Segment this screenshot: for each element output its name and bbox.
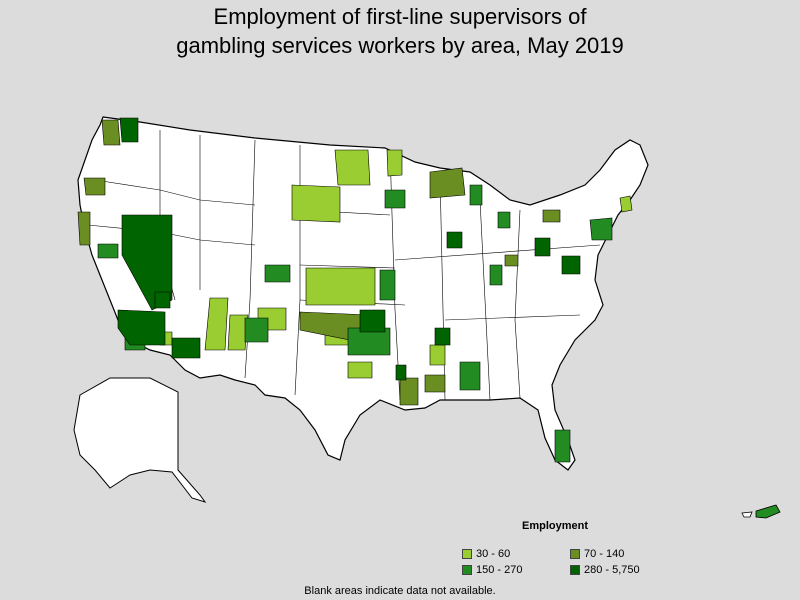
legend-label: 150 - 270 <box>476 564 523 576</box>
legend-label: 30 - 60 <box>476 548 511 560</box>
hawaii-shape <box>741 504 781 519</box>
legend-label: 280 - 5,750 <box>584 564 640 576</box>
legend-title: Employment <box>522 520 589 532</box>
alaska-shape <box>73 377 207 503</box>
legend-item-280-5750: 280 - 5,750 <box>570 564 670 576</box>
legend-swatch <box>570 565 580 575</box>
map-title: Employment of first-line supervisors of … <box>0 2 800 60</box>
title-line-2: gambling services workers by area, May 2… <box>176 33 624 58</box>
title-line-1: Employment of first-line supervisors of <box>213 4 587 29</box>
blank-areas-note: Blank areas indicate data not available. <box>304 585 496 597</box>
legend-swatch <box>462 549 472 559</box>
employment-areas <box>77 117 633 463</box>
legend-item-70-140: 70 - 140 <box>570 548 670 560</box>
legend-item-30-60: 30 - 60 <box>462 548 570 560</box>
legend-item-150-270: 150 - 270 <box>462 564 570 576</box>
legend-swatch <box>462 565 472 575</box>
legend-swatch <box>570 549 580 559</box>
legend-label: 70 - 140 <box>584 548 625 560</box>
map-legend: Employment 30 - 60 70 - 140 150 - 270 28… <box>462 520 662 576</box>
